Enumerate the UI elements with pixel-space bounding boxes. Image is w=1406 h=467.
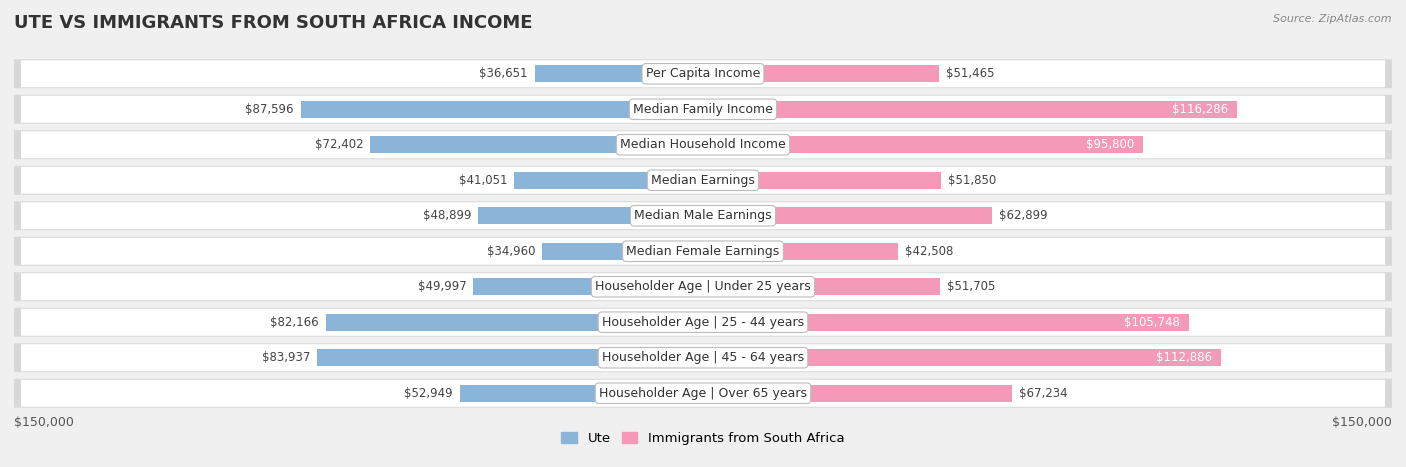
Bar — [703, 243, 898, 260]
Text: Source: ZipAtlas.com: Source: ZipAtlas.com — [1274, 14, 1392, 24]
Bar — [474, 278, 703, 295]
FancyBboxPatch shape — [14, 272, 1392, 301]
Bar — [703, 136, 1143, 153]
Text: $51,850: $51,850 — [948, 174, 997, 187]
Bar — [703, 278, 941, 295]
Bar — [318, 349, 703, 366]
Bar — [703, 101, 1237, 118]
Text: $87,596: $87,596 — [245, 103, 294, 116]
FancyBboxPatch shape — [21, 380, 1385, 407]
FancyBboxPatch shape — [21, 60, 1385, 87]
Text: $82,166: $82,166 — [270, 316, 319, 329]
Text: $49,997: $49,997 — [418, 280, 467, 293]
FancyBboxPatch shape — [21, 202, 1385, 229]
Text: $52,949: $52,949 — [405, 387, 453, 400]
Text: $83,937: $83,937 — [262, 351, 311, 364]
Bar — [703, 65, 939, 82]
Bar — [703, 349, 1222, 366]
Text: $112,886: $112,886 — [1156, 351, 1212, 364]
FancyBboxPatch shape — [14, 343, 1392, 372]
FancyBboxPatch shape — [21, 238, 1385, 265]
Text: Median Family Income: Median Family Income — [633, 103, 773, 116]
Text: $48,899: $48,899 — [423, 209, 471, 222]
Text: $41,051: $41,051 — [460, 174, 508, 187]
FancyBboxPatch shape — [14, 237, 1392, 266]
FancyBboxPatch shape — [14, 59, 1392, 88]
Text: $51,705: $51,705 — [948, 280, 995, 293]
Text: $150,000: $150,000 — [14, 416, 75, 429]
FancyBboxPatch shape — [14, 308, 1392, 337]
Text: $95,800: $95,800 — [1085, 138, 1133, 151]
Text: $34,960: $34,960 — [486, 245, 536, 258]
Text: $72,402: $72,402 — [315, 138, 364, 151]
Text: Householder Age | Over 65 years: Householder Age | Over 65 years — [599, 387, 807, 400]
Bar — [370, 136, 703, 153]
Bar — [326, 314, 703, 331]
FancyBboxPatch shape — [14, 166, 1392, 195]
Bar — [515, 172, 703, 189]
Text: $105,748: $105,748 — [1123, 316, 1180, 329]
FancyBboxPatch shape — [21, 96, 1385, 123]
FancyBboxPatch shape — [21, 344, 1385, 371]
FancyBboxPatch shape — [21, 131, 1385, 158]
Text: Median Female Earnings: Median Female Earnings — [627, 245, 779, 258]
Text: Householder Age | 45 - 64 years: Householder Age | 45 - 64 years — [602, 351, 804, 364]
Text: Median Male Earnings: Median Male Earnings — [634, 209, 772, 222]
Bar — [534, 65, 703, 82]
Text: $51,465: $51,465 — [946, 67, 995, 80]
Text: $42,508: $42,508 — [905, 245, 953, 258]
Bar — [301, 101, 703, 118]
Text: $116,286: $116,286 — [1171, 103, 1227, 116]
Bar — [460, 385, 703, 402]
Text: Householder Age | 25 - 44 years: Householder Age | 25 - 44 years — [602, 316, 804, 329]
FancyBboxPatch shape — [14, 379, 1392, 408]
Text: $150,000: $150,000 — [1331, 416, 1392, 429]
Text: $36,651: $36,651 — [479, 67, 527, 80]
Text: Per Capita Income: Per Capita Income — [645, 67, 761, 80]
Legend: Ute, Immigrants from South Africa: Ute, Immigrants from South Africa — [557, 427, 849, 451]
Bar — [703, 385, 1012, 402]
Text: $67,234: $67,234 — [1019, 387, 1067, 400]
FancyBboxPatch shape — [14, 95, 1392, 124]
Text: $62,899: $62,899 — [998, 209, 1047, 222]
Text: Median Household Income: Median Household Income — [620, 138, 786, 151]
Bar — [703, 172, 941, 189]
Bar — [703, 207, 991, 224]
Text: Householder Age | Under 25 years: Householder Age | Under 25 years — [595, 280, 811, 293]
FancyBboxPatch shape — [21, 167, 1385, 194]
Text: UTE VS IMMIGRANTS FROM SOUTH AFRICA INCOME: UTE VS IMMIGRANTS FROM SOUTH AFRICA INCO… — [14, 14, 533, 32]
Bar — [478, 207, 703, 224]
FancyBboxPatch shape — [21, 273, 1385, 300]
Text: Median Earnings: Median Earnings — [651, 174, 755, 187]
Bar — [703, 314, 1188, 331]
FancyBboxPatch shape — [14, 130, 1392, 159]
FancyBboxPatch shape — [14, 201, 1392, 230]
Bar — [543, 243, 703, 260]
FancyBboxPatch shape — [21, 309, 1385, 336]
